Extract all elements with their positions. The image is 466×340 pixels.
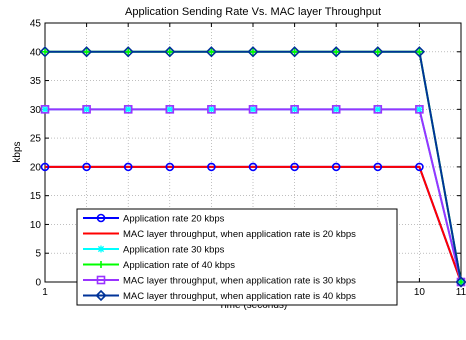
data-point [247, 46, 259, 58]
data-point [40, 162, 50, 172]
y-tick-label: 10 [30, 220, 42, 231]
data-point [122, 46, 134, 58]
data-point [166, 48, 174, 56]
y-tick-label: 20 [30, 162, 42, 173]
data-point [291, 105, 299, 113]
data-point [83, 105, 91, 113]
y-tick-label: 35 [30, 76, 42, 87]
series-markers [39, 46, 466, 288]
data-point [372, 46, 384, 58]
data-point [165, 162, 175, 172]
data-point [82, 105, 91, 114]
data-point [41, 105, 49, 113]
data-point [249, 105, 257, 113]
data-point [83, 48, 91, 56]
y-tick-label: 30 [30, 105, 42, 116]
x-tick-label: 10 [414, 287, 426, 298]
data-point [40, 105, 50, 114]
data-point [332, 48, 340, 56]
data-point [205, 46, 218, 58]
legend-entry: Application rate 20 kbps [123, 214, 225, 225]
data-point [290, 162, 299, 172]
data-point [373, 162, 383, 172]
data-point [331, 105, 341, 114]
y-tick-label: 25 [30, 134, 42, 145]
data-point [373, 105, 383, 114]
legend-marker [97, 245, 105, 253]
data-point [165, 105, 175, 114]
data-point [166, 105, 174, 113]
data-point [415, 105, 423, 113]
chart-title: Application Sending Rate Vs. MAC layer T… [125, 6, 381, 18]
y-tick-label: 5 [35, 249, 41, 260]
data-point [80, 46, 93, 58]
y-tick-label: 15 [30, 191, 42, 202]
legend-entry: Application rate 30 kbps [123, 245, 225, 256]
data-point [415, 48, 423, 56]
legend-box [76, 208, 398, 306]
data-point [249, 48, 257, 56]
data-point [331, 162, 341, 172]
legend-entry: MAC layer throughput, when application r… [123, 291, 356, 302]
y-tick-label: 45 [30, 19, 42, 30]
data-point [374, 105, 382, 113]
x-tick-label: 11 [456, 287, 466, 298]
data-point [330, 46, 342, 58]
legend-entry: MAC layer throughput, when application r… [123, 229, 356, 240]
series-line-2 [45, 165, 462, 283]
data-point [290, 105, 299, 114]
data-point [124, 48, 132, 56]
data-point [415, 162, 424, 172]
data-point [82, 162, 91, 172]
data-point [288, 46, 301, 58]
legend-marker [95, 289, 107, 302]
data-point [291, 48, 299, 56]
data-point [455, 276, 466, 288]
legend: Application rate 20 kbps MAC layer throug… [76, 208, 398, 306]
data-point [41, 48, 49, 56]
data-point [413, 46, 426, 58]
y-tick-label: 40 [30, 47, 42, 58]
data-point [124, 105, 132, 113]
data-point [207, 105, 216, 114]
data-point [207, 48, 215, 56]
data-point [39, 46, 51, 58]
data-point [332, 105, 340, 113]
legend-entry: MAC layer throughput, when application r… [123, 276, 356, 287]
legend-marker [97, 261, 105, 268]
x-tick-label: 1 [42, 287, 48, 298]
data-point [415, 105, 424, 114]
legend-marker [96, 213, 106, 223]
data-point [207, 105, 215, 113]
data-point [457, 278, 465, 286]
data-point [374, 48, 382, 56]
data-point [123, 162, 133, 172]
y-tick-label: 0 [35, 278, 41, 289]
data-point [248, 162, 258, 172]
data-point [164, 46, 176, 58]
y-axis-label: kbps [12, 141, 23, 162]
legend-entry: Application rate of 40 kbps [123, 260, 235, 271]
data-point [248, 105, 258, 114]
data-point [123, 105, 133, 114]
data-point [207, 162, 216, 172]
legend-marker [96, 275, 106, 285]
